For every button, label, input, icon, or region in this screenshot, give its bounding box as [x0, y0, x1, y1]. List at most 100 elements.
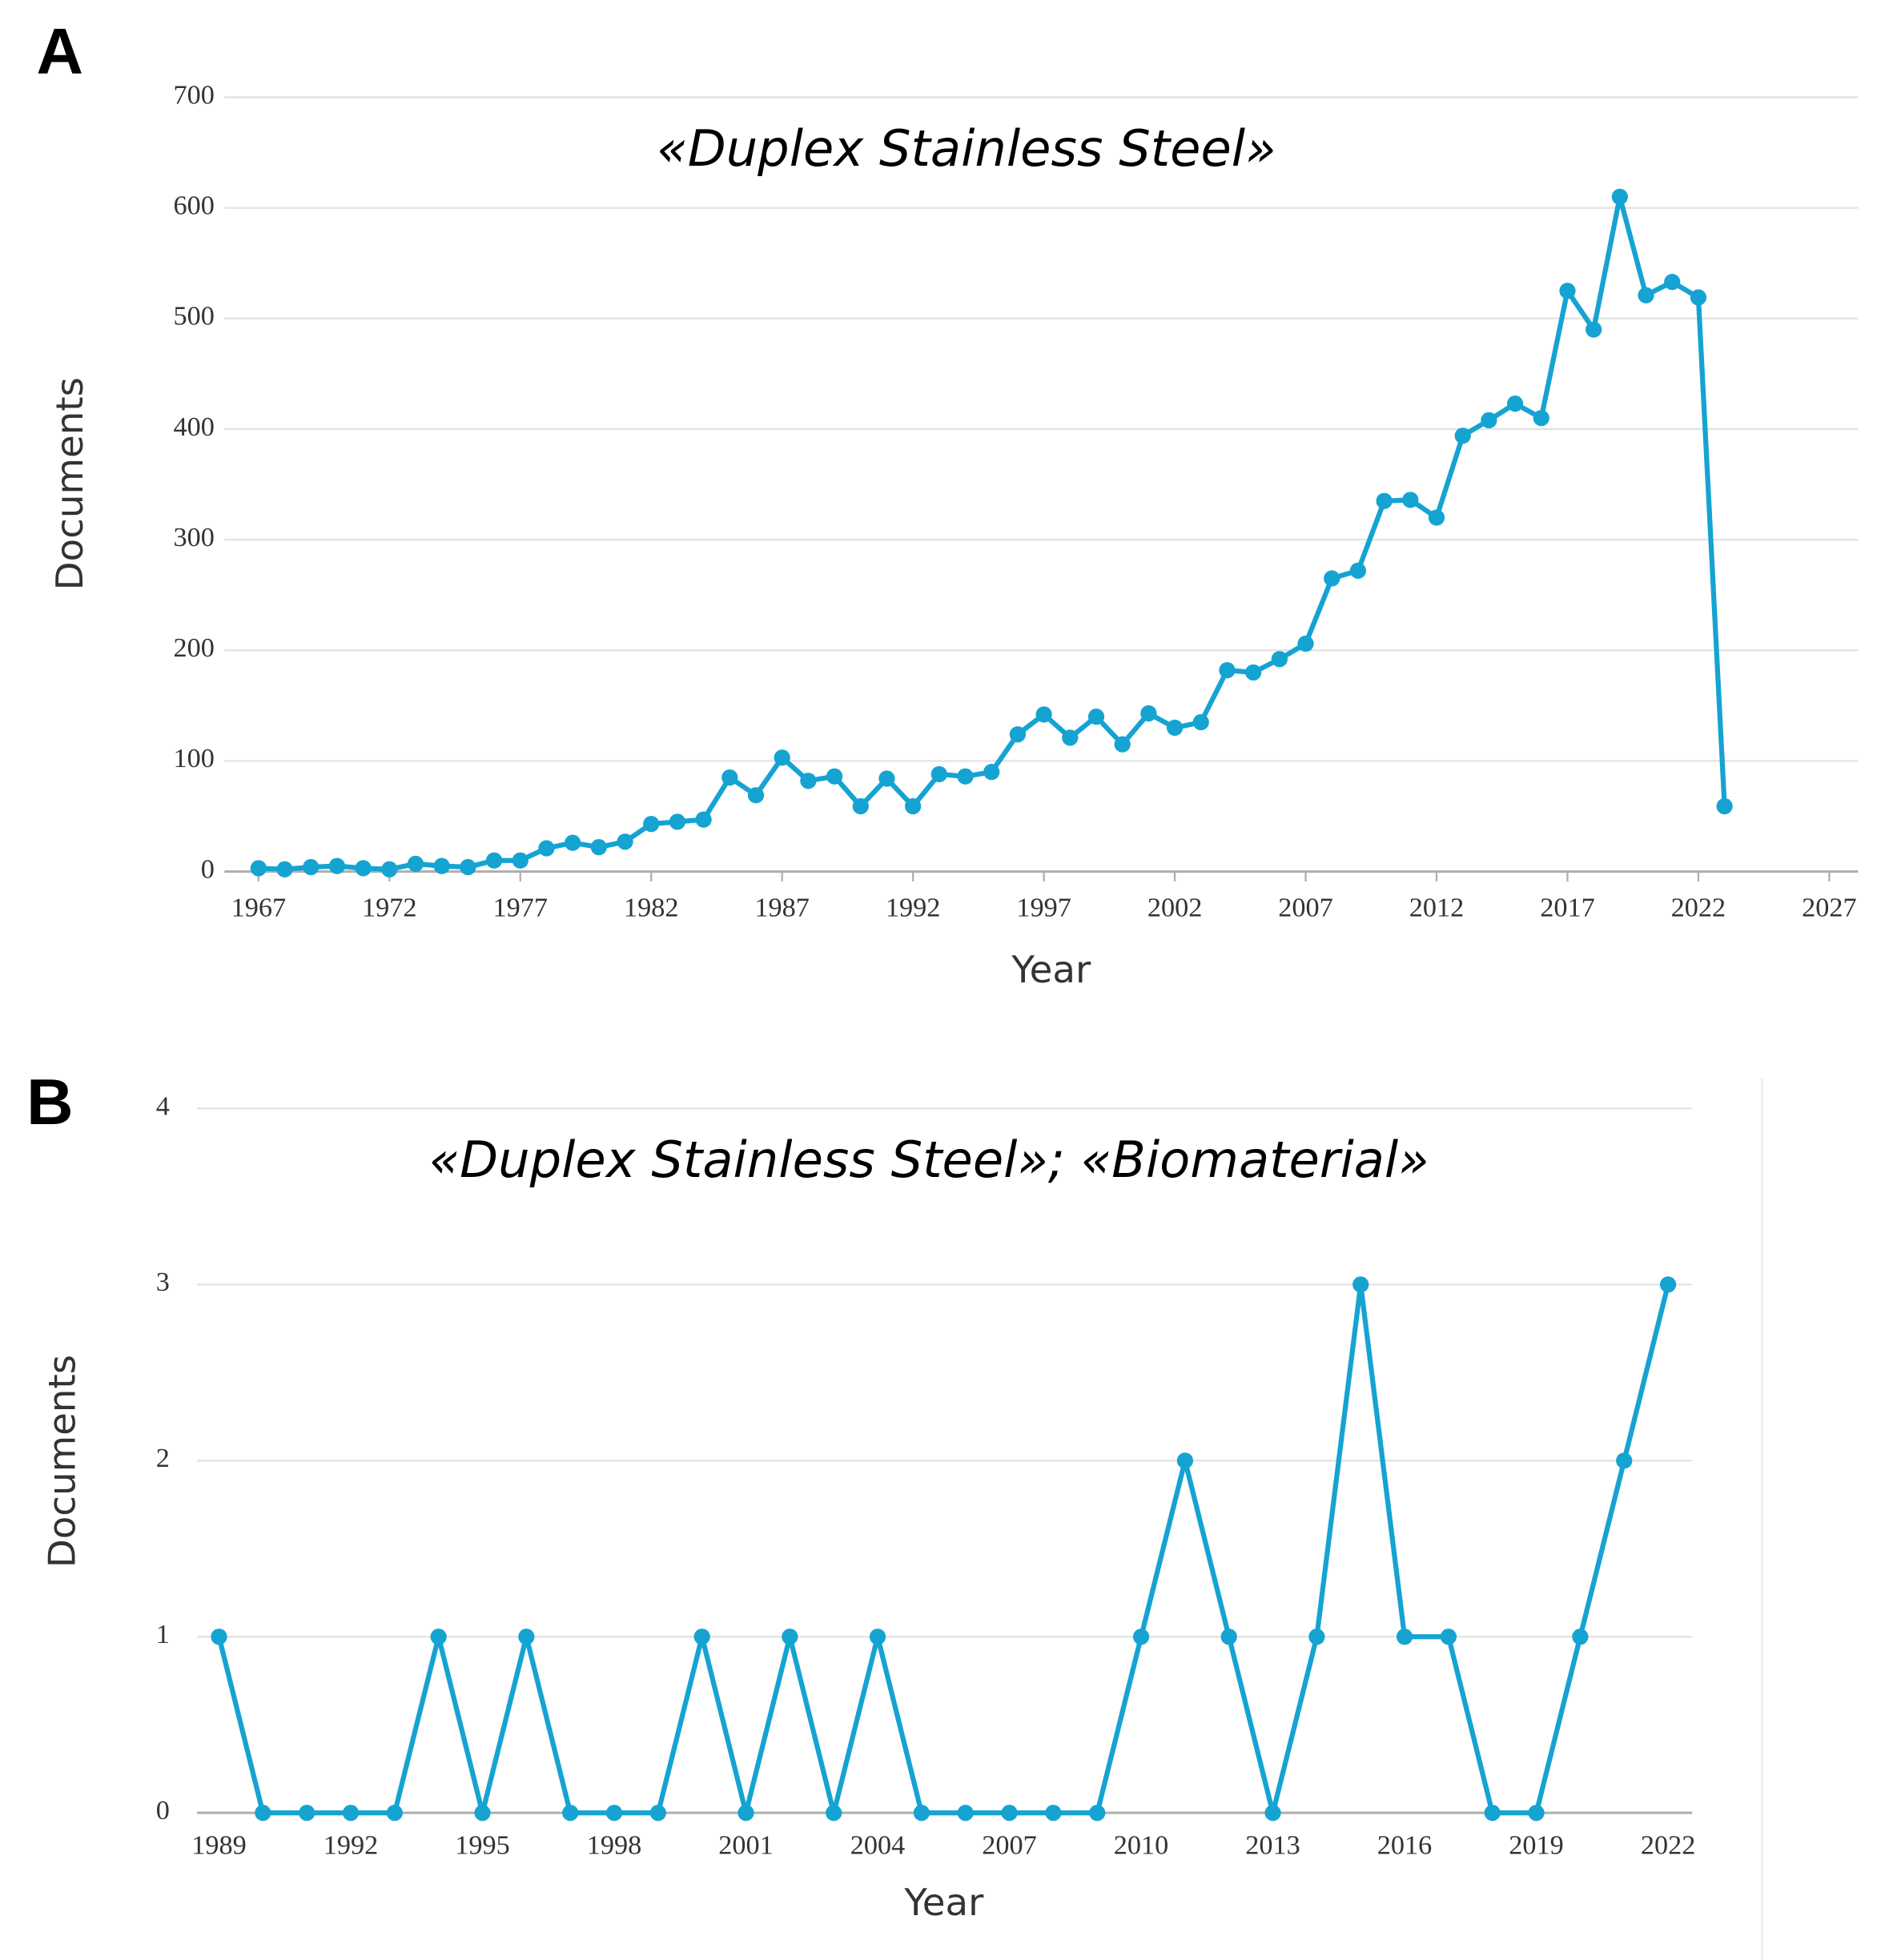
data-point — [1402, 492, 1419, 508]
data-point — [1528, 1805, 1545, 1821]
data-point — [562, 1805, 579, 1821]
data-point — [1132, 1629, 1150, 1645]
data-point — [643, 815, 660, 833]
data-point — [303, 858, 320, 876]
data-point — [1045, 1805, 1062, 1821]
data-point — [1616, 1452, 1633, 1469]
data-point — [407, 855, 424, 872]
data-point — [474, 1805, 491, 1821]
x-tick-label: 1998 — [587, 1830, 642, 1861]
y-tick-label: 1 — [156, 1619, 170, 1649]
panel-label: A — [37, 15, 83, 87]
y-tick-label: 4 — [156, 1090, 170, 1121]
data-point — [782, 1629, 798, 1645]
data-point — [1572, 1629, 1589, 1645]
data-point — [1089, 1805, 1106, 1821]
data-point — [1166, 719, 1184, 737]
y-axis-label: Documents — [42, 1355, 85, 1568]
data-point — [1264, 1805, 1281, 1821]
y-tick-label: 0 — [201, 853, 215, 884]
x-tick-label: 2002 — [1147, 893, 1203, 923]
data-point — [342, 1805, 360, 1821]
x-tick-label: 1972 — [362, 893, 417, 923]
data-point — [250, 860, 267, 877]
data-point — [983, 764, 1000, 781]
data-point — [1352, 1276, 1369, 1293]
x-tick-label: 1967 — [231, 893, 287, 923]
data-point — [1454, 428, 1471, 444]
x-tick-label: 2019 — [1509, 1830, 1564, 1861]
y-tick-label: 100 — [174, 743, 215, 773]
data-point — [276, 861, 293, 878]
data-point — [1062, 729, 1079, 746]
data-point — [957, 768, 974, 785]
data-point — [747, 787, 765, 804]
x-tick-label: 1992 — [324, 1830, 378, 1861]
x-tick-label: 1982 — [624, 893, 678, 923]
data-point — [1009, 726, 1027, 743]
data-point — [1308, 1629, 1325, 1645]
data-point — [1087, 708, 1105, 725]
data-point — [617, 833, 633, 850]
x-tick-label: 1989 — [191, 1830, 247, 1861]
data-point — [538, 840, 555, 857]
data-point — [1035, 706, 1052, 723]
data-point — [1638, 287, 1654, 303]
y-tick-label: 0 — [156, 1795, 170, 1825]
data-point — [930, 765, 947, 783]
data-point — [1396, 1629, 1413, 1645]
data-point — [693, 1629, 710, 1645]
data-point — [695, 811, 712, 828]
data-point — [1664, 274, 1681, 291]
x-tick-label: 2016 — [1377, 1830, 1433, 1861]
data-point — [669, 813, 686, 830]
data-point — [1376, 492, 1393, 509]
chart-title: «Duplex Stainless Steel» — [657, 119, 1276, 178]
y-tick-label: 200 — [174, 633, 215, 663]
data-point — [1245, 664, 1262, 681]
data-point — [1220, 1629, 1237, 1645]
x-tick-label: 2022 — [1671, 893, 1726, 923]
x-tick-label: 2001 — [718, 1830, 774, 1861]
data-point — [1297, 635, 1314, 653]
x-tick-label: 2007 — [1278, 893, 1333, 923]
x-tick-label: 2004 — [850, 1830, 905, 1861]
data-point — [1349, 562, 1367, 579]
data-line — [216, 1282, 1671, 1816]
data-point — [1192, 713, 1209, 731]
data-point — [211, 1629, 227, 1645]
y-tick-label: 400 — [174, 412, 215, 442]
data-point — [386, 1805, 403, 1821]
data-point — [878, 770, 895, 787]
data-point — [800, 773, 817, 789]
data-point — [1001, 1805, 1018, 1821]
data-point — [605, 1805, 623, 1821]
data-point — [381, 861, 398, 878]
y-tick-label: 3 — [156, 1267, 170, 1297]
y-tick-label: 300 — [174, 522, 215, 552]
data-point — [913, 1805, 930, 1821]
x-tick-label: 1977 — [493, 893, 549, 923]
data-point — [905, 797, 922, 815]
data-point — [430, 1629, 447, 1645]
x-tick-label: 1992 — [886, 893, 941, 923]
x-tick-label: 2012 — [1409, 893, 1465, 923]
data-point — [1586, 321, 1602, 338]
data-point — [485, 852, 503, 869]
data-point — [1611, 188, 1628, 205]
data-point — [1324, 570, 1340, 587]
chart-title: «Duplex Stainless Steel»; «Biomaterial» — [429, 1131, 1429, 1189]
data-point — [355, 860, 372, 877]
data-point — [433, 858, 450, 874]
data-point — [1481, 412, 1497, 428]
data-point — [649, 1805, 666, 1821]
data-point — [1659, 1276, 1677, 1293]
y-tick-label: 700 — [174, 79, 215, 110]
x-tick-label: 1987 — [754, 893, 809, 923]
data-point — [1690, 289, 1707, 306]
data-point — [721, 769, 738, 786]
data-point — [852, 797, 869, 815]
x-tick-label: 2010 — [1114, 1830, 1168, 1861]
y-tick-label: 600 — [174, 190, 215, 220]
